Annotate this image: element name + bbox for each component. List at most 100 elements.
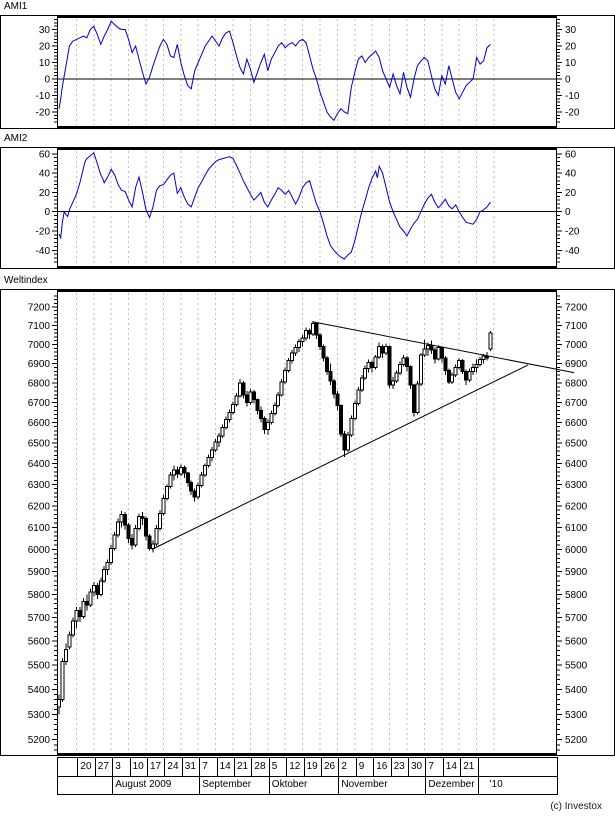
week-day-label: 19 bbox=[303, 758, 321, 776]
week-day-label: 26 bbox=[321, 758, 338, 776]
week-day-empty-cell bbox=[477, 758, 557, 776]
month-label: November bbox=[338, 776, 425, 794]
panel-title-ami1: AMI1 bbox=[4, 1, 28, 12]
svg-text:5500: 5500 bbox=[565, 661, 588, 672]
svg-text:5400: 5400 bbox=[565, 685, 588, 696]
svg-text:-20: -20 bbox=[565, 108, 580, 119]
svg-text:6300: 6300 bbox=[565, 480, 588, 491]
svg-text:6900: 6900 bbox=[28, 359, 51, 370]
week-day-label: 2 bbox=[338, 758, 355, 776]
week-day-label: 27 bbox=[94, 758, 112, 776]
svg-text:0: 0 bbox=[565, 207, 571, 218]
svg-text:5300: 5300 bbox=[565, 710, 588, 721]
svg-text:6500: 6500 bbox=[565, 438, 588, 449]
svg-text:7000: 7000 bbox=[565, 340, 588, 351]
svg-text:-10: -10 bbox=[36, 91, 51, 102]
svg-text:5700: 5700 bbox=[565, 613, 588, 624]
svg-text:6200: 6200 bbox=[28, 501, 51, 512]
svg-text:6800: 6800 bbox=[565, 378, 588, 389]
svg-text:-20: -20 bbox=[36, 227, 51, 238]
svg-text:6800: 6800 bbox=[28, 378, 51, 389]
week-day-label: 24 bbox=[164, 758, 181, 776]
svg-text:10: 10 bbox=[39, 58, 51, 69]
svg-text:30: 30 bbox=[565, 25, 577, 36]
svg-text:7100: 7100 bbox=[565, 321, 588, 332]
svg-text:5800: 5800 bbox=[28, 590, 51, 601]
date-axis-table: 20 27 3 10 17 24 31 7 14 21 28 5 12 19 26 2 9 16 23 30 7 14 21… bbox=[57, 757, 558, 795]
week-day-label: 17 bbox=[147, 758, 164, 776]
week-day-label: 21 bbox=[234, 758, 251, 776]
svg-text:5200: 5200 bbox=[28, 735, 51, 746]
svg-text:6300: 6300 bbox=[28, 480, 51, 491]
week-day-label: 16 bbox=[373, 758, 390, 776]
svg-text:7100: 7100 bbox=[28, 321, 51, 332]
svg-text:5200: 5200 bbox=[565, 735, 588, 746]
svg-text:6500: 6500 bbox=[28, 438, 51, 449]
week-day-label: 7 bbox=[199, 758, 216, 776]
svg-text:20: 20 bbox=[565, 42, 577, 53]
week-day-label: 28 bbox=[251, 758, 268, 776]
svg-text:-40: -40 bbox=[36, 246, 51, 257]
svg-text:6900: 6900 bbox=[565, 359, 588, 370]
ami2-indicator-panel: 60 60 40 40 20 20 0 0 -20 -20 -40 -40 bbox=[0, 147, 615, 269]
date-axis-months-row: August 2009 September Oktober November Dezem… bbox=[58, 776, 557, 794]
svg-text:7200: 7200 bbox=[565, 303, 588, 314]
copyright-label: (c) Investox bbox=[550, 801, 602, 812]
week-day-label: 7 bbox=[425, 758, 442, 776]
month-label: August 2009 bbox=[112, 776, 199, 794]
svg-text:30: 30 bbox=[39, 25, 51, 36]
svg-text:6000: 6000 bbox=[28, 545, 51, 556]
week-day-label: 30 bbox=[408, 758, 425, 776]
week-day-label: 14 bbox=[216, 758, 234, 776]
week-day-label: 21 bbox=[460, 758, 477, 776]
svg-text:6400: 6400 bbox=[28, 459, 51, 470]
week-day-label: 9 bbox=[355, 758, 373, 776]
month-label: September bbox=[199, 776, 269, 794]
week-day-label: 31 bbox=[181, 758, 199, 776]
week-day-label: 10 bbox=[129, 758, 147, 776]
svg-text:6700: 6700 bbox=[565, 398, 588, 409]
svg-text:5300: 5300 bbox=[28, 710, 51, 721]
svg-text:20: 20 bbox=[39, 42, 51, 53]
ami1-indicator-panel: 30 30 20 20 10 10 0 0 -10 -10 -20 -20 bbox=[0, 15, 615, 129]
svg-text:6600: 6600 bbox=[565, 418, 588, 429]
week-day-label: 23 bbox=[390, 758, 408, 776]
svg-text:0: 0 bbox=[44, 75, 50, 86]
panel-title-weltindex: Weltindex bbox=[4, 275, 48, 286]
svg-text:6600: 6600 bbox=[28, 418, 51, 429]
svg-text:7200: 7200 bbox=[28, 303, 51, 314]
weltindex-candlestick-panel: 7200 7200 7100 7100 7000 7000 6900 6900 6800 6800… bbox=[0, 289, 615, 756]
svg-text:40: 40 bbox=[39, 169, 51, 180]
svg-text:6000: 6000 bbox=[565, 545, 588, 556]
svg-text:-20: -20 bbox=[36, 108, 51, 119]
svg-text:-10: -10 bbox=[565, 91, 580, 102]
month-label: Oktober bbox=[268, 776, 339, 794]
svg-text:5900: 5900 bbox=[28, 567, 51, 578]
week-day-label: 14 bbox=[442, 758, 460, 776]
svg-text:6100: 6100 bbox=[565, 523, 588, 534]
svg-text:0: 0 bbox=[44, 207, 50, 218]
svg-text:5900: 5900 bbox=[565, 567, 588, 578]
month-label: '10 bbox=[477, 776, 557, 794]
svg-text:6200: 6200 bbox=[565, 501, 588, 512]
svg-text:-20: -20 bbox=[565, 227, 580, 238]
month-label: Dezember bbox=[425, 776, 477, 794]
svg-text:7000: 7000 bbox=[28, 340, 51, 351]
svg-text:5500: 5500 bbox=[28, 661, 51, 672]
svg-text:6700: 6700 bbox=[28, 398, 51, 409]
svg-text:60: 60 bbox=[565, 149, 577, 160]
week-day-label: 5 bbox=[268, 758, 286, 776]
svg-text:10: 10 bbox=[565, 58, 577, 69]
svg-text:5800: 5800 bbox=[565, 590, 588, 601]
panel-title-ami2: AMI2 bbox=[4, 133, 28, 144]
svg-text:0: 0 bbox=[565, 75, 571, 86]
svg-text:6100: 6100 bbox=[28, 523, 51, 534]
svg-text:5400: 5400 bbox=[28, 685, 51, 696]
svg-text:20: 20 bbox=[565, 188, 577, 199]
svg-text:5600: 5600 bbox=[28, 637, 51, 648]
svg-text:40: 40 bbox=[565, 169, 577, 180]
svg-text:60: 60 bbox=[39, 149, 51, 160]
svg-text:5700: 5700 bbox=[28, 613, 51, 624]
svg-text:-40: -40 bbox=[565, 246, 580, 257]
